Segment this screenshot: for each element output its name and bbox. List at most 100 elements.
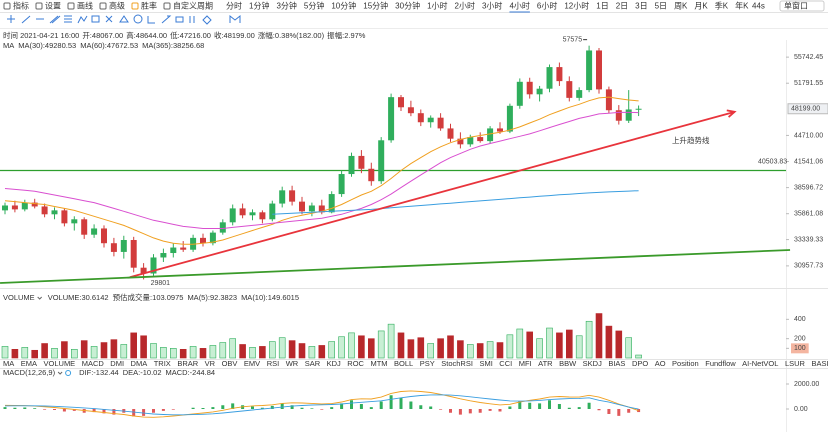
window-mode[interactable]: 单窗口 (784, 1, 808, 11)
crosshair-tool[interactable] (7, 15, 15, 23)
period-tab[interactable]: 30分钟 (395, 1, 420, 11)
macd-bar (627, 409, 631, 413)
y-tick-label: 200 (794, 336, 806, 343)
indicator-tab[interactable]: StochRSI (441, 359, 473, 368)
indicator-tab[interactable]: ATR (538, 359, 553, 368)
note-tool[interactable] (175, 16, 184, 23)
macd-bar (260, 407, 264, 409)
circle-tool[interactable] (133, 14, 143, 24)
channel-tool[interactable] (49, 15, 61, 24)
indicator-tab[interactable]: Fundflow (705, 359, 736, 368)
period-tab[interactable]: 3日 (635, 2, 647, 11)
period-tab[interactable]: 12小时 (564, 1, 589, 11)
eye-tool[interactable] (202, 15, 212, 25)
toolbar-icon (67, 2, 75, 10)
period-tab[interactable]: 3分钟 (276, 1, 296, 11)
toolbar-item[interactable]: 画线 (77, 1, 93, 11)
period-tab[interactable]: 1分钟 (249, 1, 269, 11)
indicator-tab[interactable]: MACD (82, 359, 105, 368)
macd-bar (221, 405, 225, 409)
indicator-tab[interactable]: VOLUME (44, 359, 76, 368)
indicator-tab[interactable]: ROC (347, 359, 364, 368)
indicator-tab[interactable]: CCI (499, 359, 512, 368)
lock-tool[interactable] (189, 16, 195, 23)
period-tab[interactable]: 2小时 (455, 1, 475, 11)
period-tab[interactable]: 月K (694, 2, 708, 11)
triangle-tool[interactable] (119, 15, 129, 23)
indicator-tab[interactable]: AO (655, 359, 666, 368)
macd-bar (102, 409, 106, 414)
indicator-tab[interactable]: MFI (519, 359, 532, 368)
toolbar-item[interactable]: 胜率 (141, 1, 157, 11)
wave-tool[interactable] (77, 15, 88, 24)
period-tab[interactable]: 15分钟 (363, 1, 388, 11)
indicator-tab[interactable]: SAR (305, 359, 321, 368)
indicator-tab[interactable]: BBW (559, 359, 577, 368)
info-field: 收:48199.00 (214, 30, 255, 40)
indicator-tab[interactable]: DMA (131, 359, 148, 368)
delete-tool[interactable] (105, 15, 113, 23)
period-tab[interactable]: 5日 (655, 2, 667, 11)
period-tab[interactable]: 2日 (616, 2, 628, 11)
window-select[interactable] (779, 0, 825, 12)
candle-body (209, 232, 216, 244)
indicator-tab[interactable]: Position (672, 359, 699, 368)
indicator-tab[interactable]: BRAR (177, 359, 198, 368)
indicator-tab[interactable]: MA (3, 359, 14, 368)
arrow-tool[interactable] (161, 15, 172, 24)
toolbar-item[interactable]: 自定义周期 (173, 1, 213, 11)
period-tab[interactable]: 分时 (226, 1, 242, 11)
period-tab[interactable]: 5分钟 (304, 1, 324, 11)
macd-bar (43, 409, 47, 410)
period-tab[interactable]: 年K (735, 1, 749, 11)
indicator-tab[interactable]: OBV (222, 359, 238, 368)
period-tab[interactable]: 4小时 (509, 1, 529, 11)
drawing-tools[interactable] (7, 14, 241, 25)
indicator-tab[interactable]: WR (286, 359, 299, 368)
visibility-toggle[interactable] (65, 370, 72, 376)
macd-bar (13, 407, 17, 409)
period-tab[interactable]: 1日 (596, 2, 608, 11)
period-tab[interactable]: 3小时 (482, 1, 502, 11)
ruler-tool[interactable] (147, 16, 155, 24)
indicator-tab[interactable]: KDJ (327, 359, 341, 368)
legend-item: MA(10):149.6015 (241, 293, 299, 302)
indicator-tab[interactable]: TRIX (154, 359, 171, 368)
rect-tool[interactable] (91, 15, 100, 23)
volume-bar (536, 338, 543, 359)
indicator-tab[interactable]: EMA (21, 359, 37, 368)
line-tool[interactable] (21, 15, 31, 24)
indicator-tab[interactable]: BASIS (811, 359, 828, 368)
period-tab[interactable]: 周K (674, 2, 688, 11)
indicator-tab[interactable]: MTM (370, 359, 387, 368)
volume-bar (120, 344, 128, 359)
candle-body (180, 247, 187, 250)
candle-body (259, 212, 266, 220)
toolbar-item[interactable]: 设置 (45, 1, 61, 11)
magnet-tool[interactable] (229, 14, 241, 23)
indicator-tab[interactable]: RSI (267, 359, 280, 368)
indicator-tab[interactable]: SMI (479, 359, 492, 368)
last-price: 48199.00 (791, 106, 820, 113)
indicator-tab[interactable]: LSUR (785, 359, 806, 368)
indicator-tab[interactable]: BIAS (608, 359, 625, 368)
indicator-tab[interactable]: DPO (632, 359, 648, 368)
indicator-tab[interactable]: EMV (244, 359, 260, 368)
fib-tool[interactable] (64, 15, 72, 23)
indicator-tab[interactable]: DMI (110, 359, 124, 368)
info-field: 振幅:2.97% (327, 30, 366, 40)
period-tab[interactable]: 10分钟 (331, 1, 356, 11)
indicator-tab[interactable]: SKDJ (583, 359, 602, 368)
candle-body (299, 201, 305, 212)
period-tab[interactable]: 6小时 (537, 1, 557, 11)
indicator-tab[interactable]: VR (205, 359, 216, 368)
indicator-tab[interactable]: PSY (420, 359, 435, 368)
toolbar-item[interactable]: 指标 (13, 1, 29, 11)
indicator-tab[interactable]: BOLL (394, 359, 413, 368)
period-tab[interactable]: 1小时 (427, 1, 447, 11)
period-tab[interactable]: 季K (715, 1, 729, 11)
indicator-tab[interactable]: AI-NetVOL (742, 359, 778, 368)
volume-bar (516, 328, 524, 359)
toolbar-item[interactable]: 高级 (109, 1, 125, 11)
